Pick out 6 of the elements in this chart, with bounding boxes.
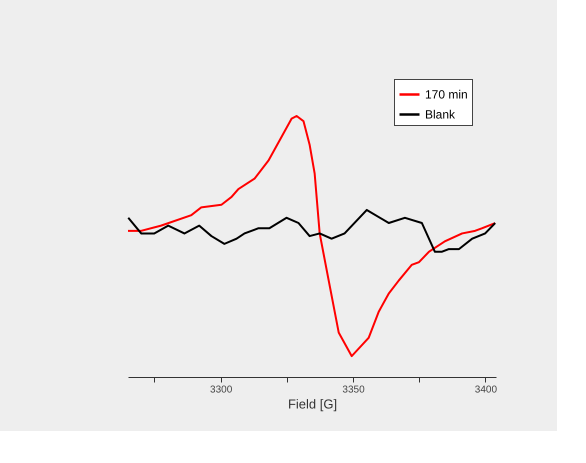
x-tick-label: 3350: [342, 384, 366, 396]
x-tick-label: 3400: [474, 384, 498, 396]
legend-label: 170 min: [425, 88, 468, 102]
x-axis-title: Field [G]: [288, 396, 338, 412]
legend-label: Blank: [425, 108, 456, 122]
x-tick-label: 3300: [210, 384, 233, 396]
